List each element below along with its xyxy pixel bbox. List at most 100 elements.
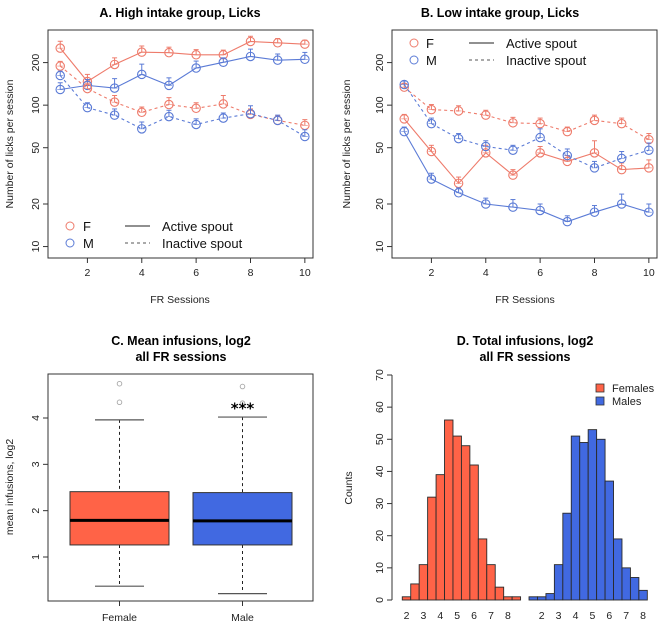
males-x-tick-label: 2: [539, 610, 545, 622]
females-histogram-bar: [486, 564, 496, 601]
females-x-tick-label: 4: [437, 610, 443, 622]
panel-d-total-infusions: D. Total infusions, log2 all FR sessions…: [343, 334, 655, 622]
legend-males-swatch-icon: [595, 396, 605, 406]
series-line-m-inactive-spout: [59, 75, 306, 137]
data-point: [481, 141, 491, 152]
panel-a-y-axis-label: Number of licks per session: [4, 79, 16, 208]
x-tick-label: 8: [592, 267, 598, 279]
male-outlier: [239, 400, 246, 406]
data-point: [399, 126, 409, 137]
female-box: [69, 491, 170, 546]
data-point: [616, 164, 627, 175]
data-point: [562, 156, 573, 167]
x-tick-label: 2: [84, 267, 90, 279]
data-point: [109, 83, 120, 93]
legend-females-label: Females: [612, 383, 655, 395]
panel-b-legend: F M Active spout Inactive spout: [409, 36, 587, 68]
series-line-m-active-spout: [403, 131, 650, 223]
females-x-tick-label: 6: [471, 610, 477, 622]
males-x-tick-label: 3: [556, 610, 562, 622]
males-x-tick-label: 4: [573, 610, 579, 622]
legend-f-label: F: [426, 36, 434, 51]
panel-a-legend: F M Active spout Inactive spout: [65, 219, 243, 251]
females-x-tick-label: 7: [488, 610, 494, 622]
data-point: [508, 202, 518, 212]
series-line-m-inactive-spout: [403, 84, 650, 169]
males-x-tick-label: 8: [640, 610, 646, 622]
males-histogram-bar: [621, 567, 631, 601]
x-tick-label: 10: [643, 267, 655, 279]
males-histogram-bar: [545, 593, 555, 601]
legend-females-swatch-icon: [595, 383, 605, 393]
data-point: [562, 150, 573, 161]
legend-males-label: Males: [612, 396, 642, 408]
females-histogram-bar: [511, 596, 522, 601]
panel-d-legend: Females Males: [595, 383, 655, 408]
y-tick-label: 20: [30, 198, 42, 210]
plot-frame: [47, 373, 314, 602]
data-point: [562, 216, 573, 227]
males-histogram-bar: [553, 564, 564, 601]
series-line-m-active-spout: [60, 55, 305, 91]
panel-d-y-axis-label: Counts: [343, 471, 355, 504]
data-point: [589, 148, 600, 158]
data-point: [109, 59, 120, 70]
plot-frame: [391, 29, 658, 259]
males-histogram-bar: [528, 596, 538, 601]
y-tick-label: 10: [374, 562, 386, 574]
legend-f-marker-icon: [409, 38, 419, 48]
females-histogram-bar: [452, 435, 462, 601]
data-point: [535, 118, 545, 129]
data-point: [55, 43, 65, 53]
males-histogram-bar: [537, 596, 547, 601]
females-histogram-bar: [469, 464, 479, 601]
females-histogram-bar: [444, 419, 454, 601]
data-point: [644, 207, 654, 217]
data-point: [399, 79, 409, 90]
data-point: [218, 99, 229, 109]
data-point: [616, 199, 627, 209]
females-x-tick-label: 3: [420, 610, 426, 622]
legend-inactive-label: Inactive spout: [162, 236, 243, 251]
data-point: [55, 61, 65, 71]
legend-active-label: Active spout: [506, 36, 577, 51]
x-tick-label: 6: [193, 267, 199, 279]
data-point: [426, 174, 437, 184]
data-point: [109, 110, 120, 120]
data-point: [589, 207, 600, 217]
females-x-tick-label: 8: [505, 610, 511, 622]
y-tick-label: 70: [374, 369, 386, 381]
panel-d-subtitle: all FR sessions: [479, 350, 570, 364]
data-point: [245, 36, 256, 47]
panel-c-plot-area: 1 2 3 4 Female Male ***: [30, 373, 314, 624]
data-point: [426, 146, 437, 157]
data-point: [245, 51, 256, 62]
y-tick-label: 10: [30, 241, 42, 253]
legend-m-label: M: [426, 53, 437, 68]
data-point: [300, 131, 310, 142]
data-point: [137, 69, 147, 80]
x-tick-label: Male: [231, 612, 254, 624]
data-point: [137, 124, 147, 134]
y-tick-label: 4: [30, 415, 42, 421]
data-point: [508, 145, 518, 155]
female-outlier: [116, 380, 123, 387]
data-point: [426, 104, 437, 115]
data-point: [535, 205, 545, 216]
significance-annotation: ***: [231, 400, 255, 418]
y-tick-label: 40: [374, 465, 386, 477]
data-point: [535, 148, 545, 158]
data-point: [616, 118, 627, 129]
males-histogram-bar: [579, 442, 589, 601]
data-point: [399, 114, 409, 124]
plot-frame: [47, 29, 314, 259]
y-tick-label: 0: [374, 597, 386, 603]
legend-f-label: F: [83, 219, 91, 234]
y-tick-label: 10: [374, 241, 386, 253]
data-point: [453, 188, 464, 198]
panel-c-mean-infusions: C. Mean infusions, log2 all FR sessions …: [4, 334, 314, 624]
panel-a-high-intake-licks: A. High intake group, Licks Number of li…: [4, 6, 314, 306]
females-histogram-bar: [418, 564, 429, 601]
data-point: [508, 118, 518, 128]
